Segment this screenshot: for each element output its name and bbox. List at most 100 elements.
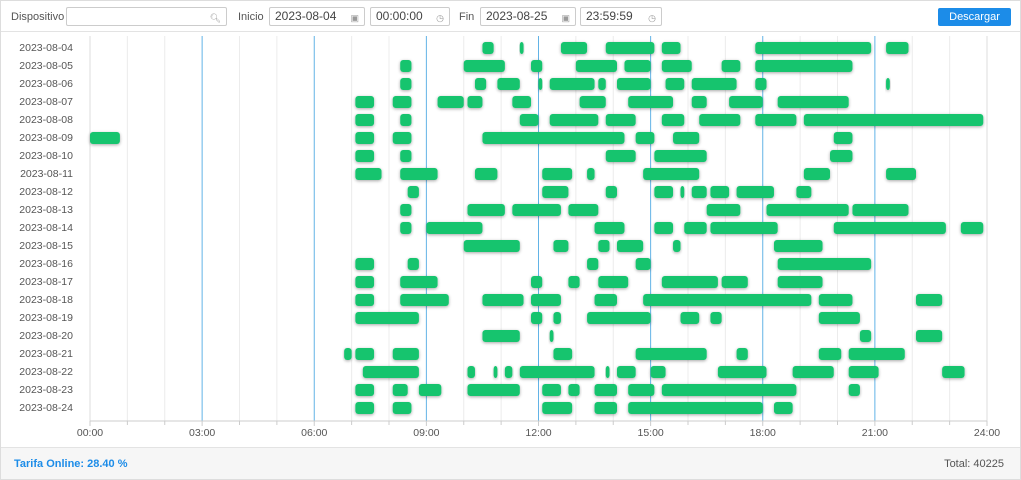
- interval-bar: [467, 204, 505, 216]
- interval-bar: [605, 42, 655, 54]
- interval-bar: [474, 78, 487, 90]
- interval-bar: [886, 168, 916, 180]
- interval-bar: [355, 384, 375, 396]
- interval-bar: [474, 168, 498, 180]
- x-tick-label: 18:00: [750, 427, 776, 439]
- interval-bar: [654, 222, 674, 234]
- end-date[interactable]: 2023-08-25 ▣: [480, 7, 576, 26]
- interval-bar: [568, 384, 580, 396]
- total-text: Total: 40225: [944, 458, 1004, 470]
- interval-bar: [643, 294, 812, 306]
- interval-bar: [605, 150, 636, 162]
- interval-bar: [355, 348, 375, 360]
- interval-bar: [426, 222, 483, 234]
- start-label: Inicio: [238, 11, 264, 23]
- interval-bar: [392, 132, 412, 144]
- interval-bar: [344, 348, 352, 360]
- interval-bar: [736, 348, 748, 360]
- interval-bar: [575, 60, 617, 72]
- row-label: 2023-08-22: [19, 366, 73, 378]
- interval-bar: [628, 96, 674, 108]
- interval-bar: [355, 114, 375, 126]
- interval-bar: [777, 258, 872, 270]
- device-input[interactable]: 🔍︎: [66, 7, 227, 26]
- interval-bar: [400, 294, 449, 306]
- rate-text: Tarifa Online: 28.40 %: [14, 458, 128, 470]
- interval-bar: [755, 78, 767, 90]
- interval-bar: [777, 276, 823, 288]
- interval-bar: [392, 348, 419, 360]
- interval-bar: [467, 384, 520, 396]
- interval-bar: [616, 240, 644, 252]
- interval-bar: [531, 60, 543, 72]
- interval-bar: [710, 186, 730, 198]
- interval-bar: [362, 366, 419, 378]
- interval-bar: [400, 114, 412, 126]
- interval-bar: [942, 366, 965, 378]
- row-label: 2023-08-17: [19, 276, 73, 288]
- interval-bar: [512, 96, 532, 108]
- interval-bar: [661, 114, 685, 126]
- interval-bar: [400, 276, 438, 288]
- interval-bar: [355, 312, 419, 324]
- row-label: 2023-08-05: [19, 60, 73, 72]
- interval-bar: [355, 132, 375, 144]
- interval-bar: [680, 186, 685, 198]
- interval-bar: [587, 312, 651, 324]
- interval-bar: [594, 384, 617, 396]
- start-time-text: 00:00:00: [376, 9, 423, 23]
- row-label: 2023-08-21: [19, 348, 73, 360]
- interval-bar: [549, 78, 595, 90]
- row-label: 2023-08-23: [19, 384, 73, 396]
- interval-bar: [594, 222, 625, 234]
- interval-bar: [594, 294, 617, 306]
- interval-bar: [531, 294, 561, 306]
- interval-bar: [673, 240, 681, 252]
- interval-bar: [463, 240, 520, 252]
- interval-bar: [512, 204, 561, 216]
- interval-bar: [654, 150, 707, 162]
- interval-bar: [803, 114, 984, 126]
- row-label: 2023-08-10: [19, 150, 73, 162]
- interval-bar: [833, 132, 853, 144]
- interval-bar: [616, 366, 636, 378]
- interval-bar: [407, 258, 419, 270]
- interval-bar: [691, 186, 707, 198]
- chart: 00:00 03:00 06:00 09:00 12:00 15:00 18:00 21:00…: [19, 36, 1000, 439]
- x-tick-label: 06:00: [301, 427, 327, 439]
- interval-bar: [493, 366, 498, 378]
- interval-bar: [519, 114, 539, 126]
- interval-bar: [650, 366, 666, 378]
- interval-bar: [818, 312, 860, 324]
- interval-bar: [355, 150, 375, 162]
- interval-bar: [568, 276, 580, 288]
- interval-bar: [355, 402, 375, 414]
- start-time[interactable]: 00:00:00 ◷: [370, 7, 450, 26]
- interval-bar: [661, 60, 692, 72]
- interval-bar: [624, 60, 651, 72]
- row-label: 2023-08-12: [19, 186, 73, 198]
- start-date-text: 2023-08-04: [275, 9, 337, 23]
- row-label: 2023-08-09: [19, 132, 73, 144]
- start-date[interactable]: 2023-08-04 ▣: [269, 7, 365, 26]
- end-time[interactable]: 23:59:59 ◷: [580, 7, 662, 26]
- interval-bar: [830, 150, 853, 162]
- interval-bar: [519, 366, 595, 378]
- interval-bar: [598, 276, 629, 288]
- interval-bar: [886, 78, 890, 90]
- interval-bar: [960, 222, 984, 234]
- download-button[interactable]: Descargar: [938, 8, 1011, 26]
- interval-bar: [400, 60, 412, 72]
- interval-bar: [400, 78, 412, 90]
- interval-bar: [400, 150, 412, 162]
- interval-bar: [598, 240, 610, 252]
- interval-bar: [680, 312, 700, 324]
- x-tick-label: 12:00: [525, 427, 551, 439]
- x-tick-label: 21:00: [862, 427, 888, 439]
- interval-bar: [755, 42, 872, 54]
- interval-bar: [665, 78, 685, 90]
- interval-bar: [628, 384, 655, 396]
- interval-bar: [553, 240, 569, 252]
- interval-bar: [407, 186, 419, 198]
- row-label: 2023-08-06: [19, 78, 73, 90]
